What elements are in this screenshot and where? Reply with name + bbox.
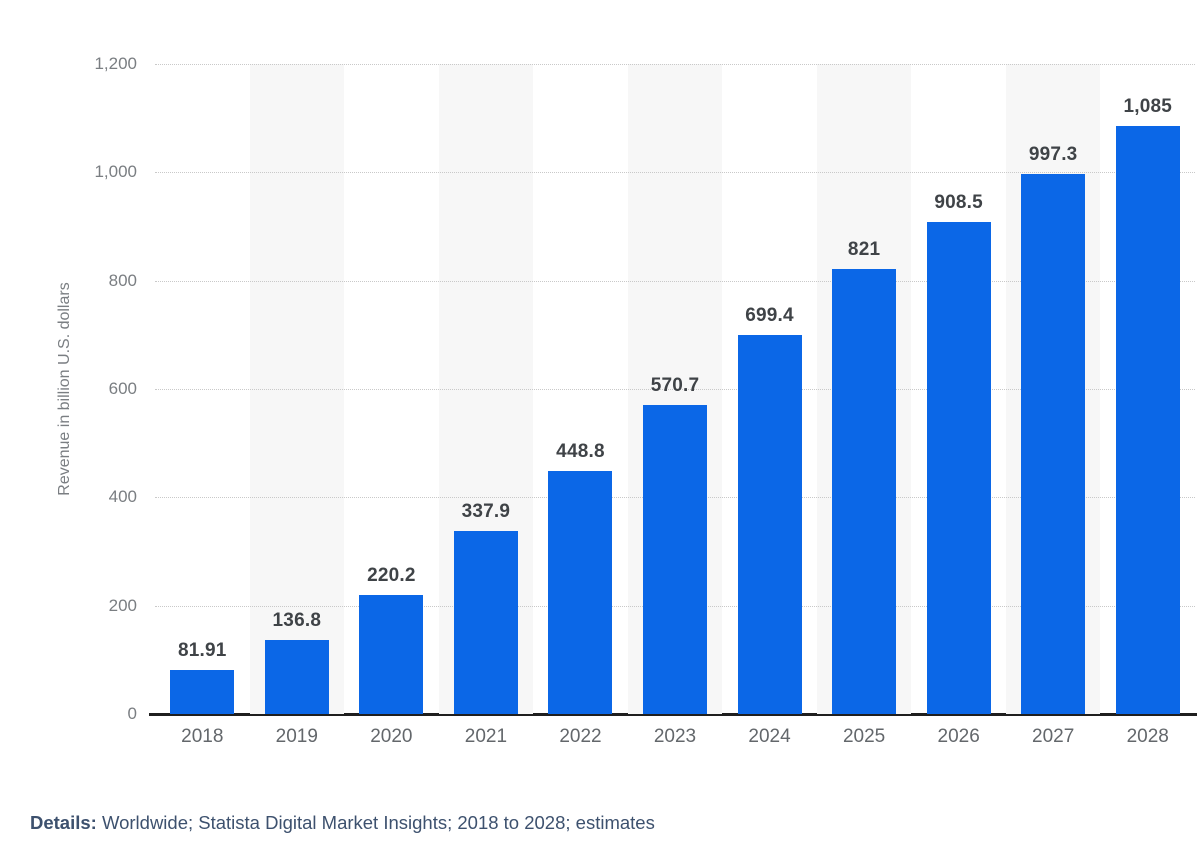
gridline bbox=[155, 172, 1195, 174]
x-axis-label-2023: 2023 bbox=[653, 726, 697, 747]
gridline bbox=[155, 64, 1195, 65]
x-axis-label-2019: 2019 bbox=[275, 726, 318, 747]
bar-2022 bbox=[548, 470, 613, 714]
x-axis-label-2028: 2028 bbox=[1126, 726, 1169, 747]
x-axis-label-2018: 2018 bbox=[181, 726, 224, 747]
bar-value-label: 448.8 bbox=[556, 440, 605, 462]
gridline bbox=[155, 389, 1195, 390]
details-text: Worldwide; Statista Digital Market Insig… bbox=[96, 812, 655, 833]
x-axis-label-2024: 2024 bbox=[748, 726, 791, 747]
bar-2023 bbox=[643, 404, 707, 714]
bar-value-label: 1,085 bbox=[1123, 96, 1172, 118]
bar-2018 bbox=[170, 669, 235, 714]
bar-value-label: 337.9 bbox=[461, 500, 511, 522]
x-axis-label-2025: 2025 bbox=[842, 726, 886, 747]
y-tick-label: 1,000 bbox=[94, 162, 137, 182]
bar-value-label: 821 bbox=[847, 239, 881, 261]
x-axis-labels: 2018 2019 2020 2021 2022 2023 2024 2025 2026 2027… bbox=[155, 726, 1195, 748]
y-tick-label: 800 bbox=[108, 270, 137, 290]
x-axis-line bbox=[149, 713, 1197, 716]
details-note: Details: Worldwide; Statista Digital Mar… bbox=[30, 812, 655, 834]
x-axis-label-2022: 2022 bbox=[559, 726, 602, 747]
bar-2025 bbox=[832, 269, 897, 714]
bar-2028 bbox=[1115, 126, 1180, 714]
bar-2027 bbox=[1021, 173, 1086, 714]
y-tick-label: 600 bbox=[108, 379, 137, 398]
bar-value-label: 699.4 bbox=[745, 305, 794, 327]
x-axis-label-2021: 2021 bbox=[464, 726, 508, 747]
y-tick-label: 0 bbox=[127, 704, 137, 723]
bar-value-label: 136.8 bbox=[272, 609, 322, 631]
details-label: Details: bbox=[30, 812, 97, 833]
y-axis-tick-labels: 0 200 400 600 800 1,000 1,200 bbox=[0, 54, 140, 723]
bar-value-label: 81.91 bbox=[177, 639, 227, 661]
x-axis-label-2026: 2026 bbox=[937, 726, 980, 747]
bar-2026 bbox=[926, 221, 991, 714]
x-axis-label-2020: 2020 bbox=[370, 726, 413, 747]
bar-2019 bbox=[264, 639, 329, 714]
bar-value-label: 220.2 bbox=[367, 564, 416, 586]
y-tick-label: 400 bbox=[108, 487, 137, 507]
bar-2021 bbox=[453, 530, 518, 714]
bar-value-label: 570.7 bbox=[650, 374, 700, 396]
bar-2020 bbox=[359, 594, 424, 714]
bar-2024 bbox=[737, 335, 802, 714]
y-tick-label: 1,200 bbox=[94, 54, 137, 73]
gridline bbox=[155, 280, 1195, 282]
x-axis-label-2027: 2027 bbox=[1032, 726, 1075, 747]
y-tick-label: 200 bbox=[108, 595, 137, 615]
bar-value-label: 997.3 bbox=[1028, 143, 1078, 165]
bar-value-label: 908.5 bbox=[934, 191, 983, 213]
plot-area: 81.91 136.8 220.2 337.9 448.8 570.7 699.4 821 90… bbox=[149, 64, 1197, 716]
